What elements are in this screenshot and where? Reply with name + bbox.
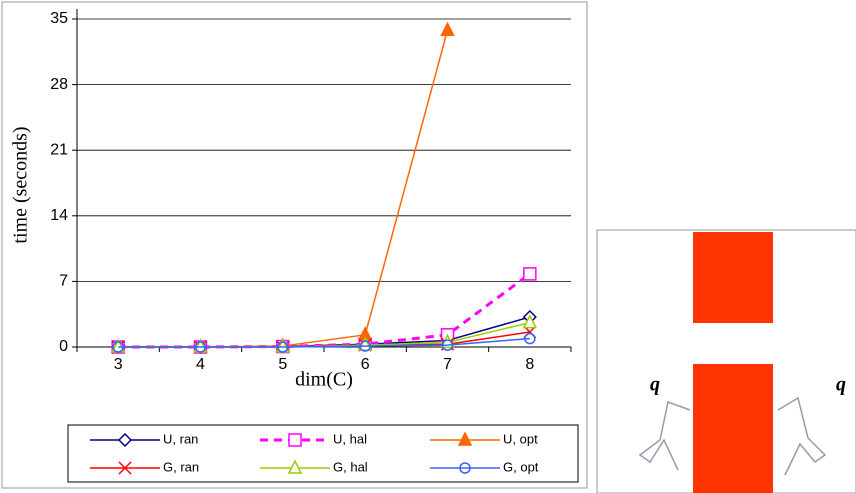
legend-label: U, ran: [163, 431, 198, 446]
x-tick-label: 8: [525, 356, 534, 373]
config-label: q: [836, 374, 846, 396]
x-tick-label: 7: [443, 356, 452, 373]
x-tick-label: 5: [278, 356, 287, 373]
legend-label: U, opt: [503, 431, 538, 446]
legend-box: [68, 425, 578, 482]
y-tick-label: 7: [59, 273, 68, 290]
y-tick-label: 21: [50, 141, 68, 158]
x-tick-label: 4: [196, 356, 205, 373]
config-label: q: [650, 374, 660, 396]
x-axis-label: dim(C): [295, 369, 353, 391]
obstacle: [693, 232, 773, 323]
y-tick-label: 28: [50, 76, 68, 93]
legend-label: G, opt: [503, 459, 539, 474]
page: time (seconds) dim(C) q q 0 7 14 21 28 35 3 4 5 6…: [0, 0, 856, 493]
y-tick-label: 14: [50, 207, 68, 224]
obstacle: [693, 364, 773, 493]
legend-label: U, hal: [333, 431, 367, 446]
y-tick-label: 35: [50, 10, 68, 27]
x-tick-label: 6: [361, 356, 370, 373]
legend-label: G, ran: [163, 459, 199, 474]
chart: time (seconds) dim(C) q q 0 7 14 21 28 35 3 4 5 6…: [0, 0, 856, 493]
y-axis-label: time (seconds): [10, 126, 32, 243]
plot-area: [77, 9, 571, 347]
legend-marker: [289, 434, 301, 446]
x-tick-label: 3: [114, 356, 123, 373]
y-tick-label: 0: [59, 338, 68, 355]
diagram: q q: [597, 230, 856, 493]
marker: [524, 268, 536, 280]
legend-label: G, hal: [333, 459, 368, 474]
